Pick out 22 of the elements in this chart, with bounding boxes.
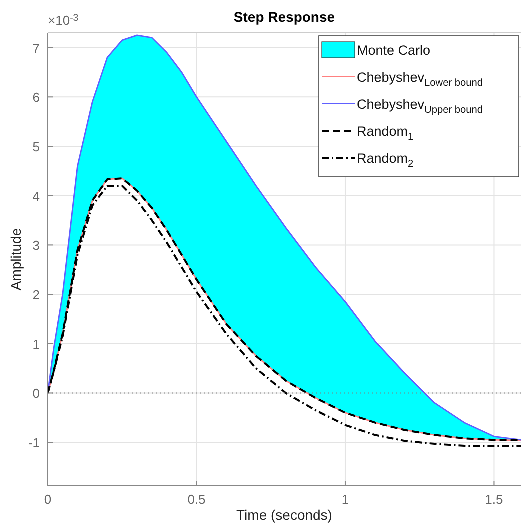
y-tick-label: 7 (32, 40, 40, 56)
x-tick-label: 0 (44, 492, 52, 507)
y-tick-label: 4 (32, 188, 40, 204)
x-tick-label: 1.5 (485, 492, 504, 507)
legend-label: Random$_{2}$ (357, 151, 414, 170)
chart-title: Step Response (234, 9, 336, 25)
x-tick-label: 1 (342, 492, 350, 507)
text: ×10$^{-3}$ (48, 13, 79, 28)
x-tick-label: 0.5 (188, 492, 206, 507)
x-axis-title: Time (seconds) (236, 507, 332, 523)
y-tick-label: 5 (32, 139, 40, 154)
legend-label: Chebyshev$_{Upper bound}$ (357, 97, 484, 116)
y-axis-title: Amplitude (8, 228, 24, 291)
legend-label: Chebyshev$_{Lower bound}$ (357, 70, 484, 88)
y-tick-label: 3 (32, 238, 40, 254)
y-tick-label: 1 (32, 336, 40, 352)
y-tick-label: 6 (32, 90, 40, 106)
y-tick-label: -1 (28, 436, 40, 451)
y-tick-label: 2 (32, 288, 40, 303)
legend-label: Monte Carlo (357, 43, 431, 58)
y-tick-label: 0 (32, 386, 40, 402)
legend-label: Random$_{1}$ (357, 124, 414, 142)
